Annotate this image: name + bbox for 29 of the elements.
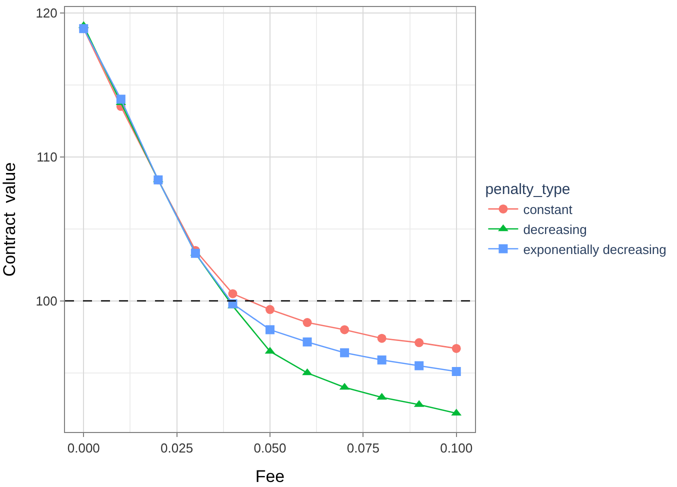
x-tick-label: 0.025 — [160, 440, 194, 456]
point — [414, 338, 424, 348]
legend-label: decreasing — [523, 222, 587, 237]
point — [302, 368, 312, 376]
point — [452, 344, 461, 353]
x-tick-label: 0.075 — [346, 440, 380, 456]
legend-label: constant — [523, 202, 573, 218]
y-axis-title: Contract value — [0, 162, 20, 277]
legend-label: exponentially decreasing — [523, 242, 666, 257]
point — [266, 325, 274, 334]
x-tick-label: 0.100 — [440, 440, 473, 456]
x-tick-label: 0.000 — [67, 440, 100, 456]
legend-title: penalty_type — [485, 181, 570, 198]
point — [266, 305, 274, 314]
x-axis-title: Fee — [255, 467, 285, 486]
x-tick-label: 0.050 — [254, 440, 286, 456]
point — [414, 361, 424, 370]
y-tick-label: 100 — [36, 293, 58, 308]
point — [377, 334, 386, 343]
point — [340, 325, 350, 334]
y-tick-label: 110 — [36, 149, 58, 164]
point — [228, 289, 238, 298]
point — [340, 348, 350, 358]
point — [302, 337, 312, 346]
y-tick-label: 120 — [36, 5, 58, 20]
point — [116, 94, 126, 104]
point — [302, 318, 312, 328]
point — [452, 366, 461, 376]
point — [377, 355, 386, 364]
